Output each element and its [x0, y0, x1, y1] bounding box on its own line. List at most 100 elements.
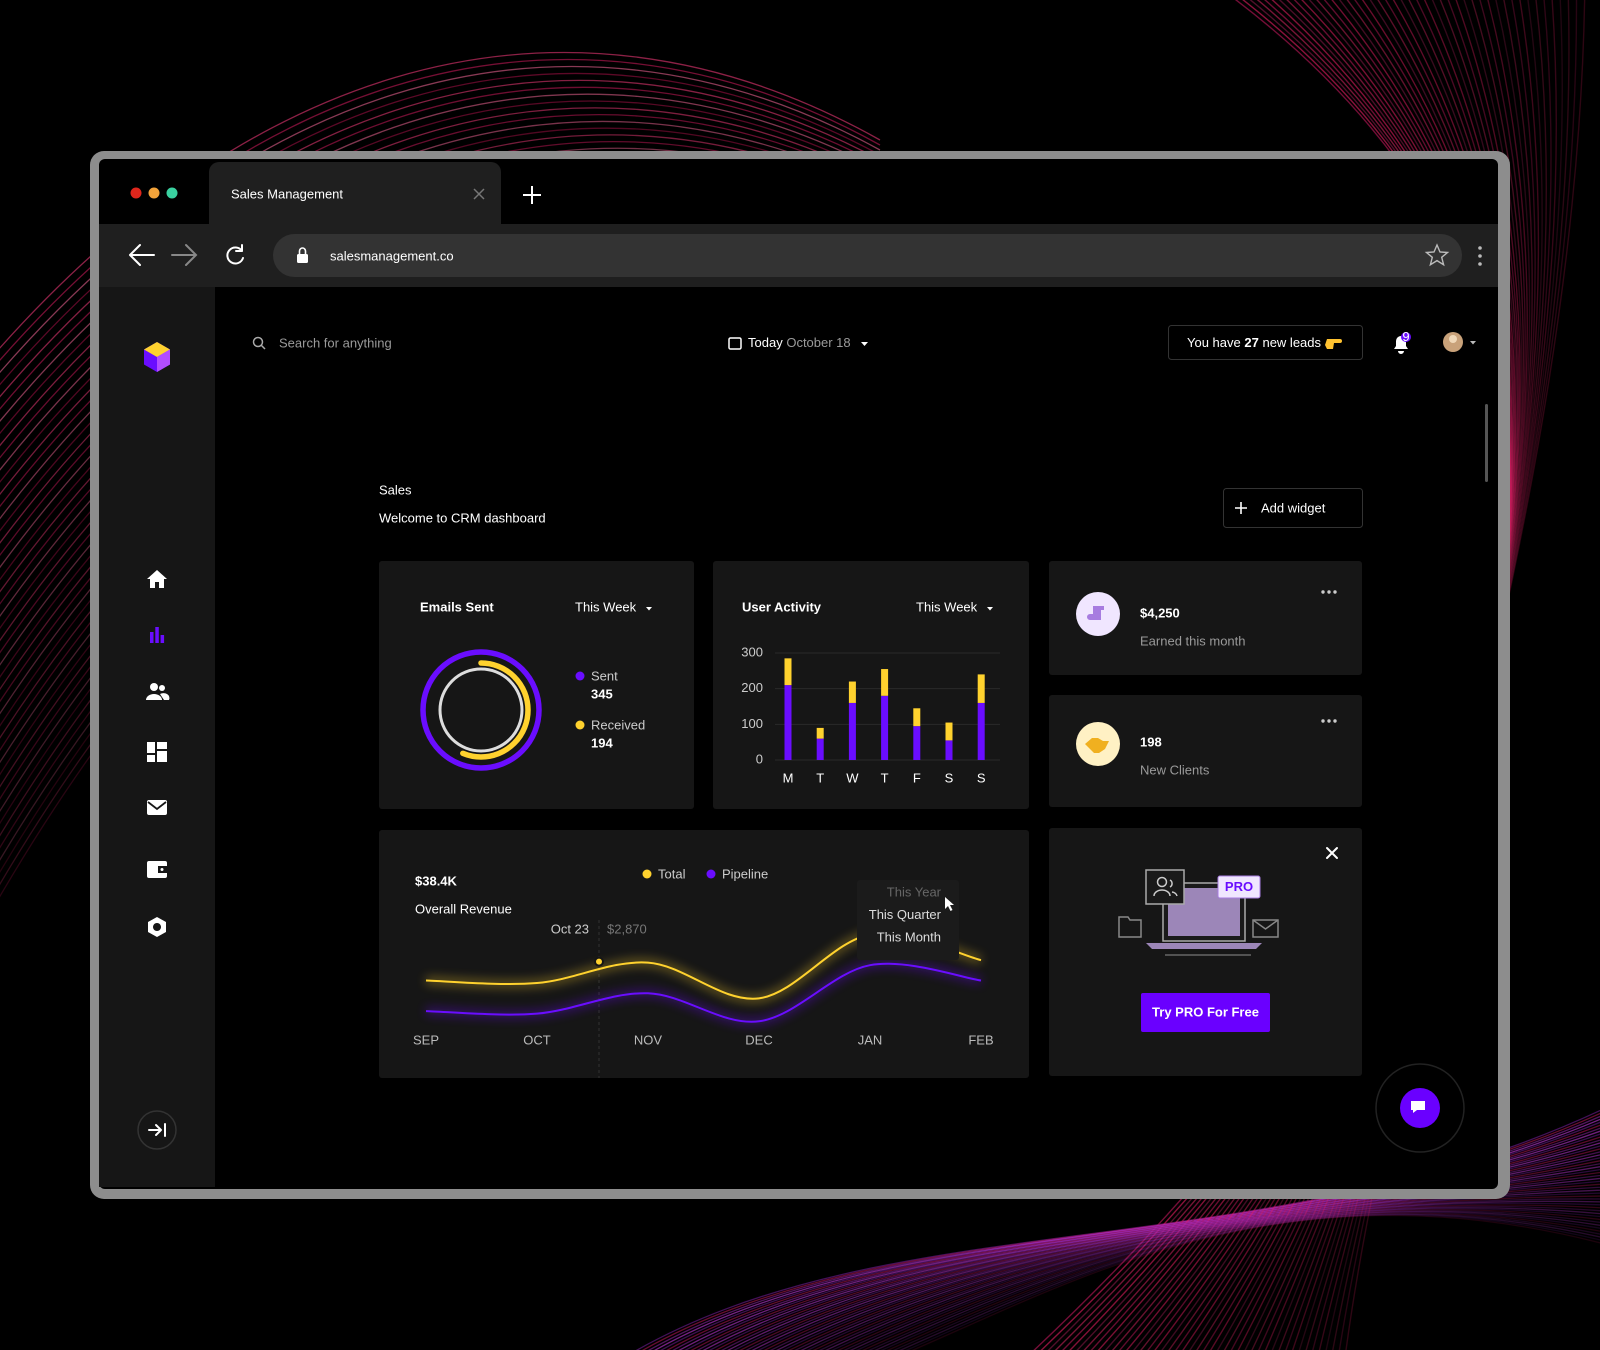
x-tick-label: M [783, 770, 794, 785]
date-caret [861, 342, 868, 346]
date-picker[interactable]: Today October 18 [748, 335, 851, 350]
donut-track [438, 667, 524, 753]
y-tick-label: 0 [756, 751, 763, 766]
pro-illustration [1118, 869, 1279, 956]
bar-segment [881, 669, 889, 696]
period-dropdown[interactable] [857, 880, 959, 960]
x-tick-label: F [913, 770, 921, 785]
y-tick-label: 100 [741, 716, 763, 731]
revenue-label: Overall Revenue [415, 901, 512, 916]
swirl [812, 1195, 1600, 1350]
promo-card [1049, 828, 1362, 1076]
x-tick-label: T [881, 770, 889, 785]
plus-icon [1235, 502, 1247, 514]
y-tick-label: 300 [741, 644, 763, 659]
minimize-dot[interactable] [148, 187, 160, 199]
swirl [899, 1213, 1600, 1350]
x-tick-label: FEB [968, 1032, 993, 1047]
address-bar[interactable] [273, 234, 1462, 277]
search-input[interactable]: Search for anything [279, 335, 392, 350]
swirl [794, 1186, 1600, 1350]
swirl [831, 1202, 1600, 1350]
earned-card [1049, 561, 1362, 675]
emails-period[interactable]: This Week [575, 599, 637, 614]
clients-value: 198 [1140, 734, 1162, 749]
back-button[interactable] [129, 244, 155, 266]
nav-wallet[interactable] [147, 861, 167, 878]
nav-analytics[interactable] [150, 627, 165, 643]
legend-dot [575, 720, 585, 730]
swirl [806, 1192, 1600, 1350]
clients-menu[interactable] [1321, 719, 1337, 723]
legend-label: Received [591, 717, 645, 732]
nav-users[interactable] [146, 683, 170, 700]
y-tick-label: 200 [741, 680, 763, 695]
swirl [837, 1204, 1600, 1350]
legend-dot [642, 869, 652, 879]
leads-button[interactable] [1168, 325, 1363, 360]
period-option[interactable]: This Year [887, 884, 942, 899]
donut-arc [420, 649, 542, 771]
nav-settings[interactable] [148, 917, 166, 937]
reload-button[interactable] [226, 244, 244, 265]
try-pro-button[interactable] [1141, 993, 1270, 1032]
x-tick-label: W [846, 770, 859, 785]
add-widget-button[interactable] [1223, 488, 1363, 528]
bar-segment [913, 708, 921, 727]
swirl [849, 1207, 1600, 1350]
donut: Sent 345 Received 194 [420, 649, 645, 771]
tooltip-point [594, 956, 604, 967]
legend-value: 345 [591, 686, 613, 701]
earned-value: $4,250 [1140, 605, 1180, 620]
x-tick-label: DEC [745, 1032, 772, 1047]
legend-label: Total [658, 866, 686, 881]
tooltip-value: $2,870 [607, 921, 647, 936]
lock-shackle [298, 247, 307, 254]
swirl [0, 86, 881, 410]
x-tick-label: SEP [413, 1032, 439, 1047]
donut-arc [431, 660, 531, 760]
swirl [874, 1210, 1600, 1350]
tab[interactable] [209, 162, 501, 224]
lock-icon [297, 254, 308, 263]
swirl [825, 1200, 1600, 1350]
bookmark-star[interactable] [1424, 243, 1450, 267]
promo-close[interactable] [1326, 847, 1338, 859]
activity-title: User Activity [742, 599, 822, 614]
logo[interactable] [144, 342, 170, 372]
x-tick-label: NOV [634, 1032, 663, 1047]
pro-badge [1217, 875, 1261, 899]
leads-suffix: new leads [1262, 335, 1321, 350]
page-subtitle: Welcome to CRM dashboard [379, 510, 546, 525]
maximize-dot[interactable] [166, 187, 178, 199]
search-icon-handle [260, 344, 266, 350]
bar-segment [913, 726, 921, 760]
nav-mail[interactable] [147, 800, 167, 815]
chat-icon [1411, 1101, 1425, 1113]
activity-period[interactable]: This Week [916, 599, 978, 614]
x-tick-label: T [816, 770, 824, 785]
x-tick-label: OCT [523, 1032, 551, 1047]
clients-icon [1085, 738, 1109, 753]
scrollbar[interactable] [1485, 404, 1488, 482]
collapse-button[interactable] [137, 1110, 177, 1150]
forward-button[interactable] [171, 244, 198, 266]
new-tab[interactable] [523, 186, 541, 204]
legend-value: 194 [591, 735, 613, 750]
earned-menu[interactable] [1321, 590, 1337, 594]
swirl [819, 1198, 1600, 1350]
bar-segment [848, 702, 856, 760]
period-option[interactable]: This Quarter [869, 907, 942, 922]
tab-close[interactable] [473, 188, 485, 200]
nav-dashboard[interactable] [147, 742, 167, 762]
swirl [0, 58, 881, 362]
bar-chart: 0 100 200 300 M T W T F S S [741, 644, 1000, 785]
swirl [0, 65, 881, 374]
nav-home[interactable] [147, 570, 167, 588]
period-option[interactable]: This Month [877, 929, 941, 944]
cursor [945, 897, 954, 911]
swirl [905, 1214, 1600, 1350]
browser-menu[interactable] [1478, 246, 1482, 266]
close-dot[interactable] [130, 187, 142, 199]
